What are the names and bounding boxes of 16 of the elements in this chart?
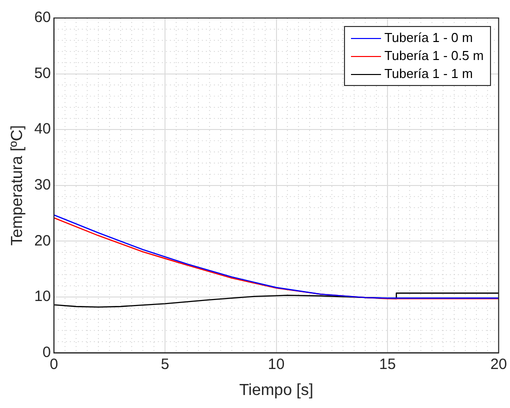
legend-label: Tubería 1 - 1 m	[384, 65, 473, 83]
y-tick-label: 60	[34, 9, 51, 26]
x-tick-label: 10	[268, 356, 285, 373]
y-tick-label: 40	[34, 120, 51, 138]
x-axis-title: Tiempo [s]	[239, 382, 314, 399]
y-tick-label: 0	[42, 344, 51, 361]
y-tick-label: 20	[34, 232, 51, 250]
y-tick-label: 10	[34, 288, 51, 306]
legend-label: Tubería 1 - 0 m	[384, 29, 473, 47]
legend-label: Tubería 1 - 0.5 m	[384, 47, 484, 65]
x-tick-label: 5	[160, 356, 170, 373]
y-tick-label: 50	[34, 64, 51, 82]
y-axis-title: Temperatura [ºC]	[9, 125, 26, 246]
x-tick-label: 20	[490, 356, 507, 373]
x-tick-label: 15	[379, 356, 396, 373]
y-tick-label: 30	[34, 176, 51, 194]
